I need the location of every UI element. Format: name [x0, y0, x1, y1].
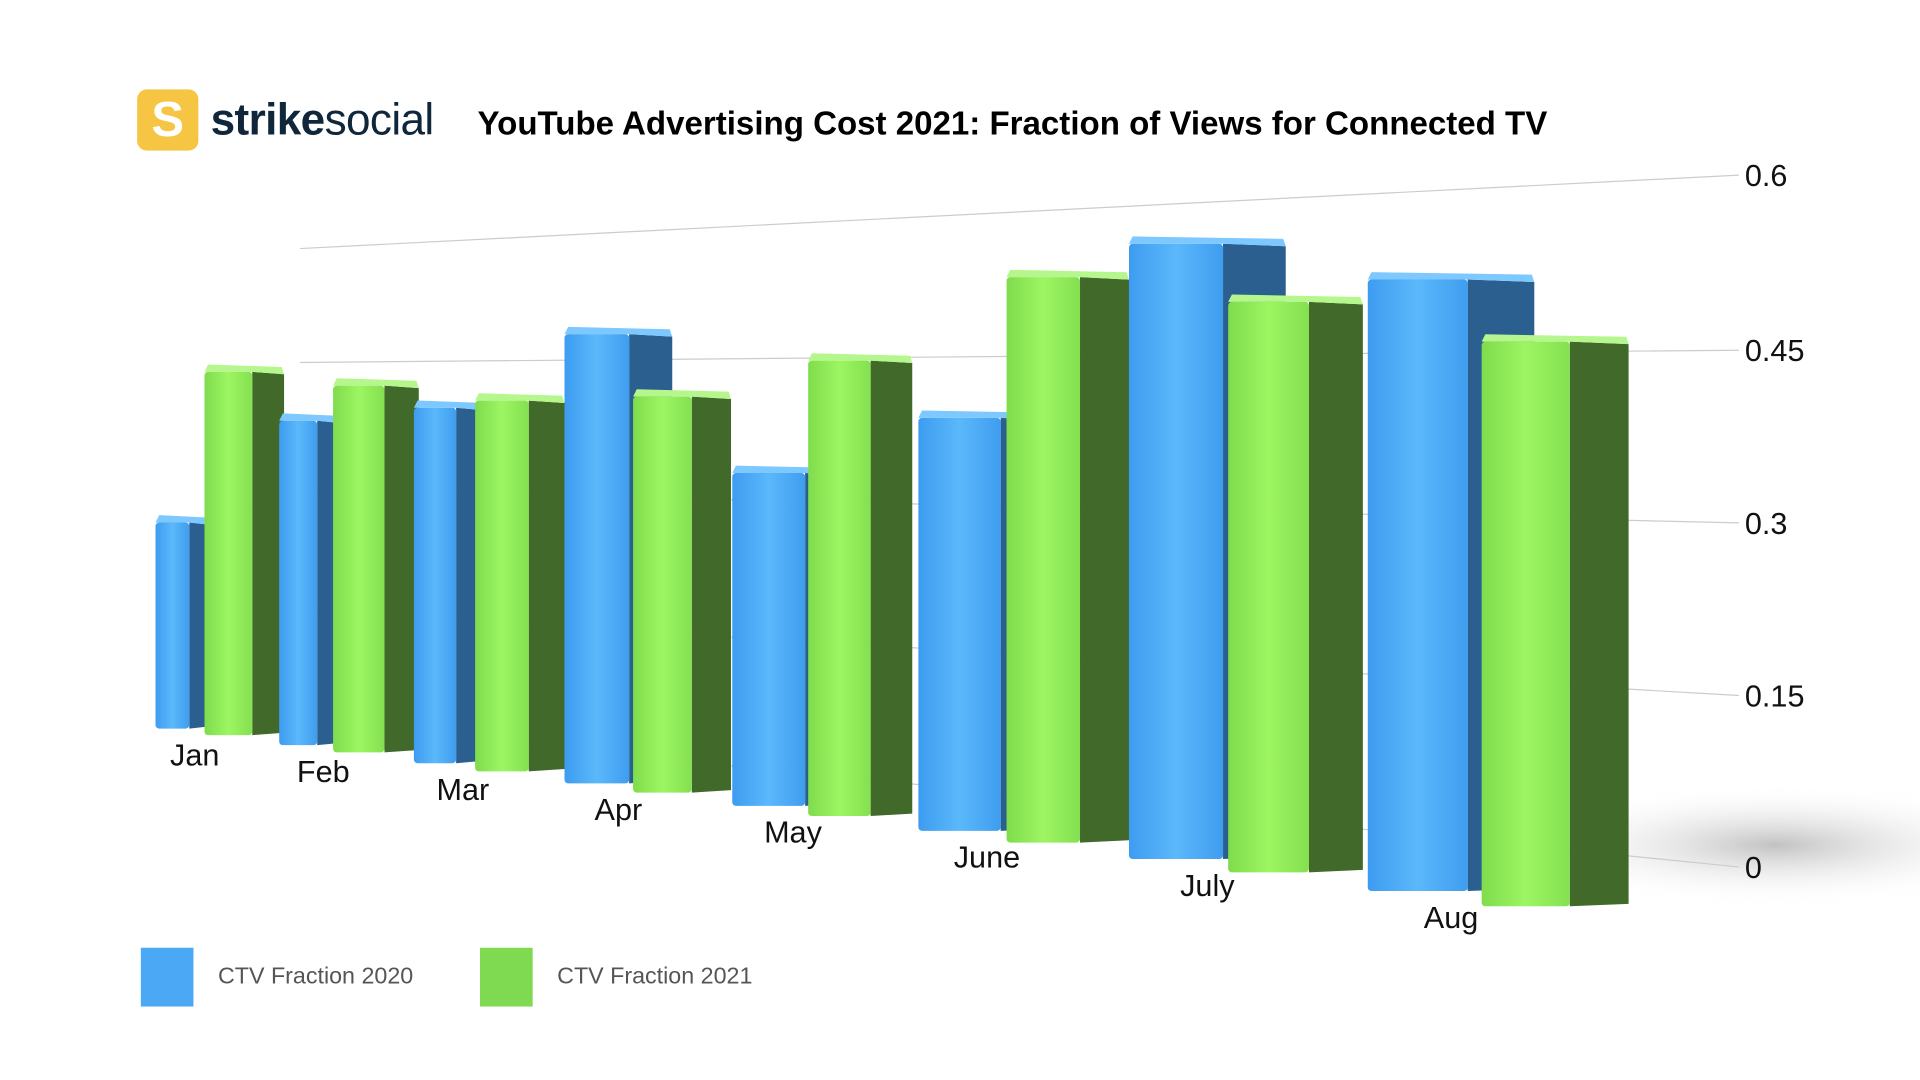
bar-2020-may [732, 473, 806, 806]
legend-swatch-2021 [480, 947, 533, 1007]
x-tick-label: Apr [595, 793, 643, 827]
x-tick-label: May [764, 816, 823, 850]
gridline [299, 174, 1739, 250]
logo-bold: strike [210, 94, 326, 145]
legend-label-2020: CTV Fraction 2020 [217, 963, 414, 990]
bar-2020-july-top [1128, 236, 1286, 247]
bar-2021-aug-side [1569, 341, 1629, 907]
bar-2021-mar-top [475, 393, 565, 404]
bar-2021-apr-side [691, 396, 732, 793]
x-tick-label: Mar [437, 773, 490, 807]
bar-2020-aug [1367, 279, 1468, 892]
legend-swatch-2020 [140, 947, 194, 1007]
x-tick-label: Feb [297, 755, 350, 789]
bar-2021-mar-side [528, 400, 565, 772]
logo-light: social [324, 94, 435, 145]
logo-text: strikesocial [210, 94, 435, 145]
bar-2021-june [1006, 277, 1081, 843]
legend-item-2020: CTV Fraction 2020 [140, 947, 414, 1007]
x-tick-label: July [1180, 869, 1235, 903]
x-tick-label: Jan [170, 738, 219, 772]
logo-mark-icon: S [137, 89, 199, 151]
chart-title: YouTube Advertising Cost 2021: Fraction … [477, 105, 1548, 143]
bar-2021-may-side [870, 360, 913, 817]
strike-social-logo: S strikesocial [137, 89, 435, 151]
bar-2021-feb [333, 385, 385, 753]
bar-2021-aug [1481, 341, 1570, 907]
bar-2020-apr-top [564, 326, 673, 337]
bar-2021-jan-side [252, 371, 285, 736]
bar-2021-july [1228, 301, 1309, 873]
bar-2021-feb-side [384, 385, 419, 753]
bar-2021-jan [204, 371, 253, 736]
bar-2020-feb [279, 420, 318, 746]
bar-2021-june-top [1006, 269, 1129, 280]
bar-2021-mar [475, 400, 529, 772]
bar-2021-feb-top [333, 378, 419, 389]
bar-2021-apr [633, 396, 692, 793]
legend-label-2021: CTV Fraction 2021 [557, 963, 753, 990]
bar-2021-july-top [1228, 294, 1363, 305]
bar-2020-july [1128, 243, 1224, 860]
bar-2020-mar [413, 407, 457, 764]
bar-2021-july-side [1308, 301, 1363, 873]
bar-2020-mar-top [413, 400, 485, 411]
y-tick-label: 0.15 [1745, 680, 1805, 714]
bar-2020-jan [155, 522, 190, 729]
bar-2020-apr [564, 334, 630, 784]
x-tick-label: Aug [1424, 901, 1478, 935]
y-tick-label: 0.3 [1745, 507, 1788, 541]
bar-2020-june [918, 417, 1001, 831]
bar-2021-aug-top [1481, 334, 1629, 345]
y-tick-label: 0.6 [1745, 159, 1788, 193]
y-tick-label: 0 [1745, 851, 1762, 885]
bar-2021-apr-top [633, 389, 732, 400]
x-tick-label: June [954, 841, 1020, 875]
bar-2021-may-top [808, 353, 913, 364]
bar-2021-jan-top [204, 364, 285, 375]
y-tick-label: 0.45 [1745, 334, 1805, 368]
bar-2020-jan-top [155, 515, 212, 525]
bar-2021-june-side [1080, 277, 1129, 843]
bar-2021-may [808, 360, 871, 817]
legend-item-2021: CTV Fraction 2021 [480, 947, 753, 1007]
bar-2020-feb-top [279, 413, 343, 424]
